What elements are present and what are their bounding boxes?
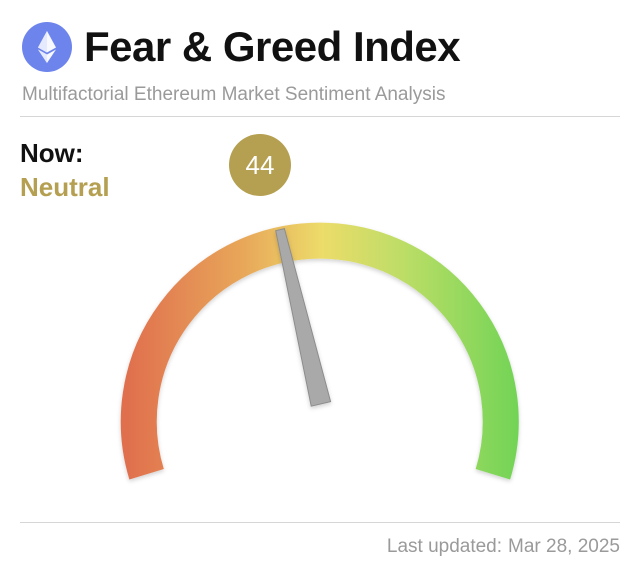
sentiment-gauge [120, 222, 519, 480]
page-title: Fear & Greed Index [84, 23, 461, 70]
last-updated-label: Last updated: [386, 536, 503, 557]
top-divider [20, 116, 620, 117]
gauge-arc [120, 222, 519, 480]
sentiment-label: Neutral [20, 172, 110, 202]
score-badge: 44 [229, 134, 291, 196]
now-label: Now: [20, 138, 84, 168]
gauge-needle [275, 227, 332, 407]
last-updated: Last updated: Mar 28, 2025 [387, 536, 620, 558]
page-subtitle: Multifactorial Ethereum Market Sentiment… [22, 84, 446, 105]
last-updated-date: Mar 28, 2025 [508, 536, 620, 557]
header: Fear & Greed Index [22, 22, 461, 72]
ethereum-logo-icon [22, 22, 72, 72]
bottom-divider [20, 522, 620, 523]
